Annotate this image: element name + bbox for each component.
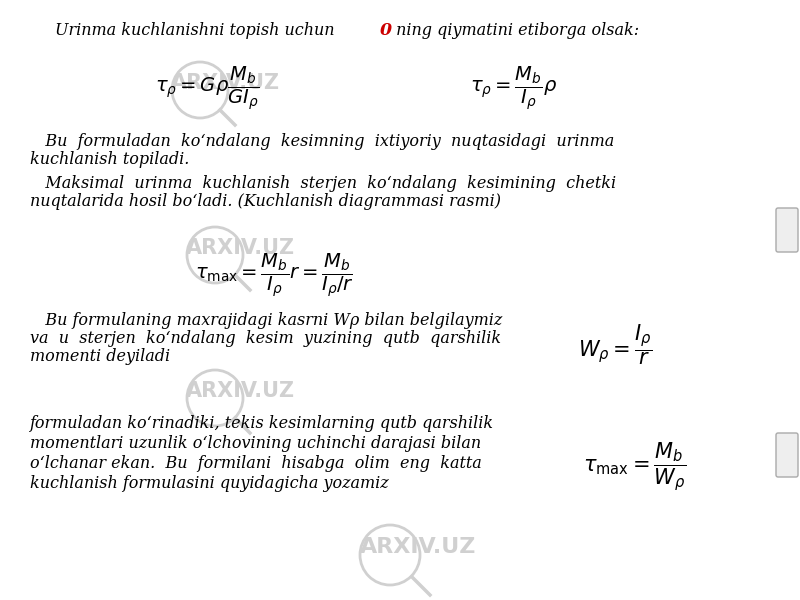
Text: Bu formulaning maxrajidagi kasrni Wρ bilan belgilaymiz: Bu formulaning maxrajidagi kasrni Wρ bil… xyxy=(30,312,502,329)
Text: ARXIV.UZ: ARXIV.UZ xyxy=(186,381,294,401)
Text: o‘lchanar ekan.  Bu  formilani  hisabga  olim  eng  katta: o‘lchanar ekan. Bu formilani hisabga oli… xyxy=(30,455,482,472)
Text: 0: 0 xyxy=(380,22,392,39)
Text: $W_\rho =\dfrac{I_\rho}{r}$: $W_\rho =\dfrac{I_\rho}{r}$ xyxy=(578,323,652,367)
Text: va  u  sterjen  ko‘ndalang  kesim  yuzining  qutb  qarshilik: va u sterjen ko‘ndalang kesim yuzining q… xyxy=(30,330,501,347)
Text: ARXIV.UZ: ARXIV.UZ xyxy=(186,238,294,258)
Text: kuchlanish topiladi.: kuchlanish topiladi. xyxy=(30,151,190,168)
Text: momentlari uzunlik o‘lchovining uchinchi darajasi bilan: momentlari uzunlik o‘lchovining uchinchi… xyxy=(30,435,481,452)
Text: formuladan ko‘rinadiki, tekis kesimlarning qutb qarshilik: formuladan ko‘rinadiki, tekis kesimlarni… xyxy=(30,415,494,432)
Text: ARXIV.UZ: ARXIV.UZ xyxy=(360,537,476,557)
FancyBboxPatch shape xyxy=(776,208,798,252)
FancyBboxPatch shape xyxy=(776,433,798,477)
Text: momenti deyiladi: momenti deyiladi xyxy=(30,348,170,365)
Text: $\tau_\rho =\dfrac{M_b}{I_\rho}\rho$: $\tau_\rho =\dfrac{M_b}{I_\rho}\rho$ xyxy=(470,64,558,112)
Text: ning qiymatini etiborga olsak:: ning qiymatini etiborga olsak: xyxy=(391,22,639,39)
Text: $\tau_{\rm max}=\dfrac{M_b}{W_\rho}$: $\tau_{\rm max}=\dfrac{M_b}{W_\rho}$ xyxy=(583,440,686,493)
Text: kuchlanish formulasini quyidagicha yozamiz: kuchlanish formulasini quyidagicha yozam… xyxy=(30,475,389,492)
Text: Maksimal  urinma  kuchlanish  sterjen  ko‘ndalang  kesimining  chetki: Maksimal urinma kuchlanish sterjen ko‘nd… xyxy=(30,175,616,192)
Text: ARXIV.UZ: ARXIV.UZ xyxy=(170,73,279,93)
Text: Bu  formuladan  ko‘ndalang  kesimning  ixtiyoriy  nuqtasidagi  urinma: Bu formuladan ko‘ndalang kesimning ixtiy… xyxy=(30,133,614,150)
Text: $\tau_\rho =G\rho\dfrac{M_b}{GI_\rho}$: $\tau_\rho =G\rho\dfrac{M_b}{GI_\rho}$ xyxy=(155,64,259,112)
Text: $\tau_{\rm max}=\dfrac{M_b}{I_\rho}r=\dfrac{M_b}{I_\rho/r}$: $\tau_{\rm max}=\dfrac{M_b}{I_\rho}r=\df… xyxy=(195,251,354,299)
Text: nuqtalarida hosil bo‘ladi. (Kuchlanish diagrammasi rasmi): nuqtalarida hosil bo‘ladi. (Kuchlanish d… xyxy=(30,193,501,210)
Text: Urinma kuchlanishni topish uchun: Urinma kuchlanishni topish uchun xyxy=(55,22,340,39)
